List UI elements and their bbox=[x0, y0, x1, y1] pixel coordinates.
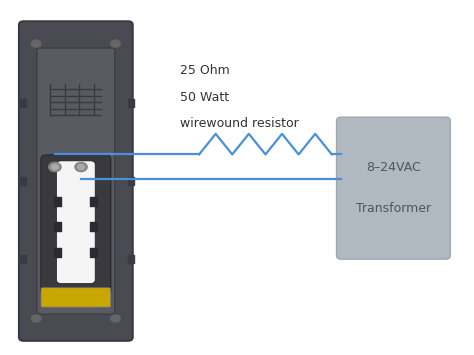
Bar bbox=[54, 222, 61, 231]
Bar bbox=[54, 197, 61, 206]
Text: Transformer: Transformer bbox=[356, 202, 431, 215]
Circle shape bbox=[78, 164, 84, 170]
FancyBboxPatch shape bbox=[337, 117, 450, 259]
Bar bbox=[128, 99, 134, 107]
Circle shape bbox=[75, 162, 87, 171]
Bar bbox=[91, 222, 98, 231]
Circle shape bbox=[111, 40, 120, 47]
Circle shape bbox=[52, 164, 58, 170]
FancyBboxPatch shape bbox=[56, 161, 95, 283]
Text: 50 Watt: 50 Watt bbox=[180, 91, 229, 104]
Bar bbox=[54, 247, 61, 257]
Circle shape bbox=[31, 315, 41, 322]
Text: wirewound resistor: wirewound resistor bbox=[180, 117, 299, 130]
Text: 8–24VAC: 8–24VAC bbox=[366, 162, 421, 174]
Bar bbox=[91, 197, 98, 206]
FancyBboxPatch shape bbox=[37, 48, 115, 314]
Circle shape bbox=[111, 315, 120, 322]
FancyBboxPatch shape bbox=[41, 155, 111, 295]
Circle shape bbox=[49, 162, 61, 171]
Circle shape bbox=[31, 40, 41, 47]
Bar bbox=[20, 99, 26, 107]
Bar bbox=[128, 255, 134, 263]
Bar bbox=[20, 255, 26, 263]
FancyBboxPatch shape bbox=[19, 21, 133, 341]
FancyBboxPatch shape bbox=[41, 288, 110, 307]
Bar bbox=[20, 177, 26, 185]
Bar bbox=[91, 247, 98, 257]
Bar bbox=[128, 177, 134, 185]
Text: 25 Ohm: 25 Ohm bbox=[180, 64, 230, 77]
